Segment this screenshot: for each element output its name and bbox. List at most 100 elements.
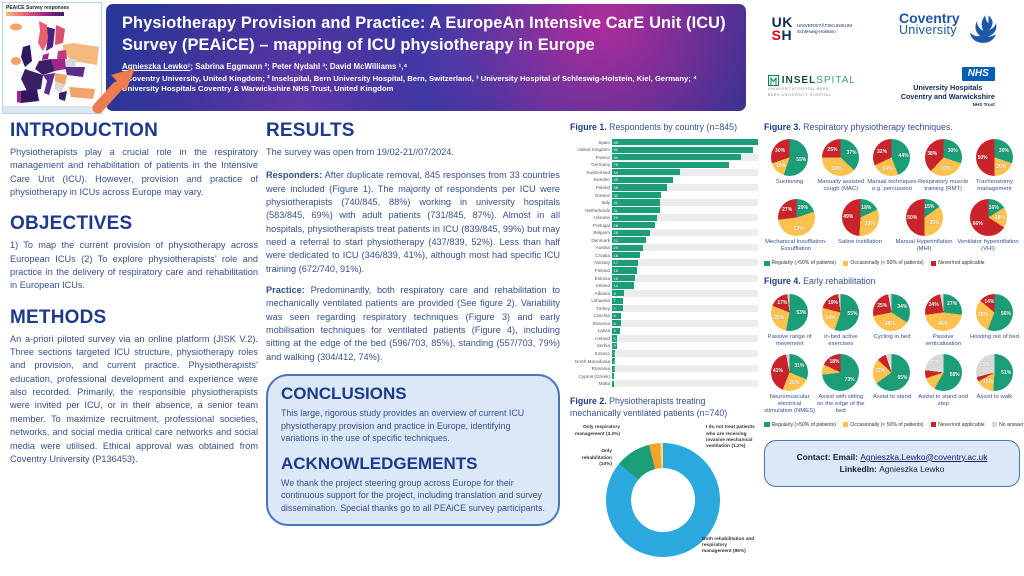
bar-row: Belgium 25 (570, 229, 758, 237)
bar-row: Croatia 18 (570, 252, 758, 260)
bar-row: Finland 16 (570, 267, 758, 275)
bar-row: Switzerland 44 (570, 168, 758, 177)
bar-country-label: Lithuania (591, 298, 610, 304)
pie-slice-percent: 30% (775, 147, 786, 154)
pie-label: Tracheostomy management (975, 179, 1013, 193)
pie-slice-percent: 46% (938, 321, 949, 328)
email-link[interactable]: Agnieszka.Lewko@coventry.ac.uk (860, 451, 988, 462)
figure4-caption: Figure 4. Early rehabilitation (764, 276, 876, 287)
bar-country-label: Czechia (593, 313, 610, 319)
donut-graphic (606, 443, 720, 558)
bar: 7 (612, 297, 623, 304)
bar: 6 (612, 320, 622, 327)
bar: 1 (612, 380, 616, 387)
objectives-text: 1) To map the current provision of physi… (10, 240, 258, 291)
uksh-logo: UK SH UNIVERSITÄTSKLINIKUM Schleswig-Hol… (771, 14, 853, 43)
pie-chart: 56% 30% 14% (975, 293, 1013, 331)
pie-slice-percent: 20% (797, 205, 808, 212)
bar-country-label: Turkey (596, 305, 610, 311)
bar-country-label: Serbia (596, 343, 610, 349)
bar-row: Serbia 3 (570, 342, 758, 350)
bar-row: Malta 1 (570, 380, 758, 388)
pie-label: Neuromuscular electrical stimulation (NM… (764, 393, 815, 414)
pie-label: Cycling in bed (873, 333, 911, 340)
conclusions-text: This large, rigorous study provides an o… (281, 408, 525, 444)
pie-slice-percent: 19% (827, 300, 838, 307)
coventry-university-logo: Coventry University (872, 0, 1024, 58)
bar-row: Romania 2 (570, 365, 758, 373)
pie-slice-percent: 51% (1001, 369, 1012, 376)
bar: 92 (612, 146, 754, 153)
bar-country-label: Kosovo (594, 351, 610, 356)
bar-country-label: France (595, 154, 610, 160)
pie-slice-percent: 34% (897, 303, 908, 310)
pie-chart: 53% 28% 17% (771, 293, 809, 331)
bar-row: Estonia 15 (570, 274, 758, 282)
bar-row: Ukraine 29 (570, 214, 758, 222)
bar-country-label: Slovenia (592, 320, 610, 326)
bar: 7 (612, 305, 623, 312)
methods-heading: METHODS (10, 306, 107, 328)
bar: 6 (612, 312, 622, 319)
figure4-legend: Regularly (>50% of patients) Occasionally… (764, 421, 1023, 428)
pie-slice-percent: 53% (793, 226, 804, 233)
pie-cell: 20% 53% 27% Mechanical Insufflation-Exsuffl… (764, 199, 828, 253)
bar-row: Poland 36 (570, 183, 758, 192)
bar-country-label: Norway (594, 260, 610, 266)
pie-label: Saline instillation (838, 239, 882, 246)
pie-cell: 58% 23% Assist to stand and step (918, 353, 969, 415)
pie-chart: 16% 18% 66% (969, 199, 1007, 237)
author-first: Agnieszka Lewko¹ (122, 61, 191, 71)
pie-slice-percent: 35% (929, 220, 940, 227)
legend-item: Occasionally (< 50% of patients) (842, 260, 924, 266)
pie-slice-percent: 24% (825, 314, 836, 321)
pie-cell: 34% 38% 25% Cycling in bed (866, 293, 917, 348)
bar-country-label: Germany (591, 162, 610, 168)
pie-slice-percent: 55% (847, 311, 858, 318)
pie-cell: 51% 16% 29% Assist to walk (969, 353, 1020, 415)
results-heading: RESULTS (266, 120, 355, 141)
acknowledgements-text: We thank the project steering group acro… (281, 477, 545, 513)
practice-paragraph: Practice: Predominantly, both respirator… (266, 285, 560, 362)
bar: 17 (612, 259, 639, 267)
bar-row: Netherlands 31 (570, 206, 758, 214)
pie-cell: 30% 20% 50% Tracheostomy management (969, 139, 1020, 193)
bar: 3 (612, 335, 617, 342)
pie-chart: 37% 38% 25% (822, 139, 860, 177)
pie-slice-percent: 38% (884, 320, 895, 327)
pie-chart: 27% 46% 24% (924, 293, 962, 331)
bar: 2 (612, 357, 616, 365)
bar-country-label: Croatia (595, 252, 610, 258)
bar-country-label: Greece (594, 192, 610, 198)
bar-country-label: Denmark (591, 237, 610, 243)
inselspital-mark-icon (767, 75, 779, 87)
introduction-text: Physiotherapists play a crucial role in … (10, 147, 258, 198)
figure3-caption: Figure 3. Respiratory physiotherapy tech… (764, 122, 953, 132)
bar: 1 (612, 373, 616, 380)
bar-country-label: Ukraine (594, 215, 610, 221)
inselspital-logo: INSELSPITAL UNIVERSITÄTSSPITAL BERN BERN… (767, 75, 856, 97)
pie-slice-percent: 22% (875, 368, 886, 375)
bar: 31 (612, 199, 660, 206)
pie-cell: 65% 22% Assist to stand (866, 353, 917, 415)
bar-row: Cyprus (Greek) 1 (570, 372, 758, 380)
pie-slice-percent: 28% (774, 314, 785, 321)
figure1-caption: Figure 1. Respondents by country (n=845) (570, 122, 737, 132)
pie-cell: 55% 15% 30% Suctioning (764, 139, 815, 193)
pie-slice-percent: 73% (844, 376, 855, 383)
pie-label: Manual Hyperinflation (MHI) (895, 239, 953, 253)
bar-row: Denmark 22 (570, 237, 758, 245)
pie-slice-percent: 20% (996, 164, 1007, 171)
affiliations: ¹ Coventry University, United Kingdom; ²… (122, 73, 697, 94)
donut-callout: I do not treat patients who are receivin… (706, 425, 755, 450)
legend-swatch (930, 421, 937, 428)
pie-cell: 18% 33% 49% Saline instillation (828, 199, 892, 253)
pie-cell: 16% 18% 66% Ventilator hyperinflation (VHI) (956, 199, 1020, 253)
logos-panel: UK SH UNIVERSITÄTSKLINIKUM Schleswig-Hol… (752, 0, 1024, 116)
pie-slice-percent: 30% (947, 147, 958, 154)
bar-row: Austria 20 (570, 244, 758, 252)
authors-rest: ; Sabrina Eggmann ²; Peter Nydahl ³; Dav… (190, 61, 408, 71)
map-attribution-bar (3, 106, 101, 113)
pie-slice-percent: 18% (829, 359, 840, 366)
linkedin-name: Agnieszka Lewko (879, 464, 945, 475)
